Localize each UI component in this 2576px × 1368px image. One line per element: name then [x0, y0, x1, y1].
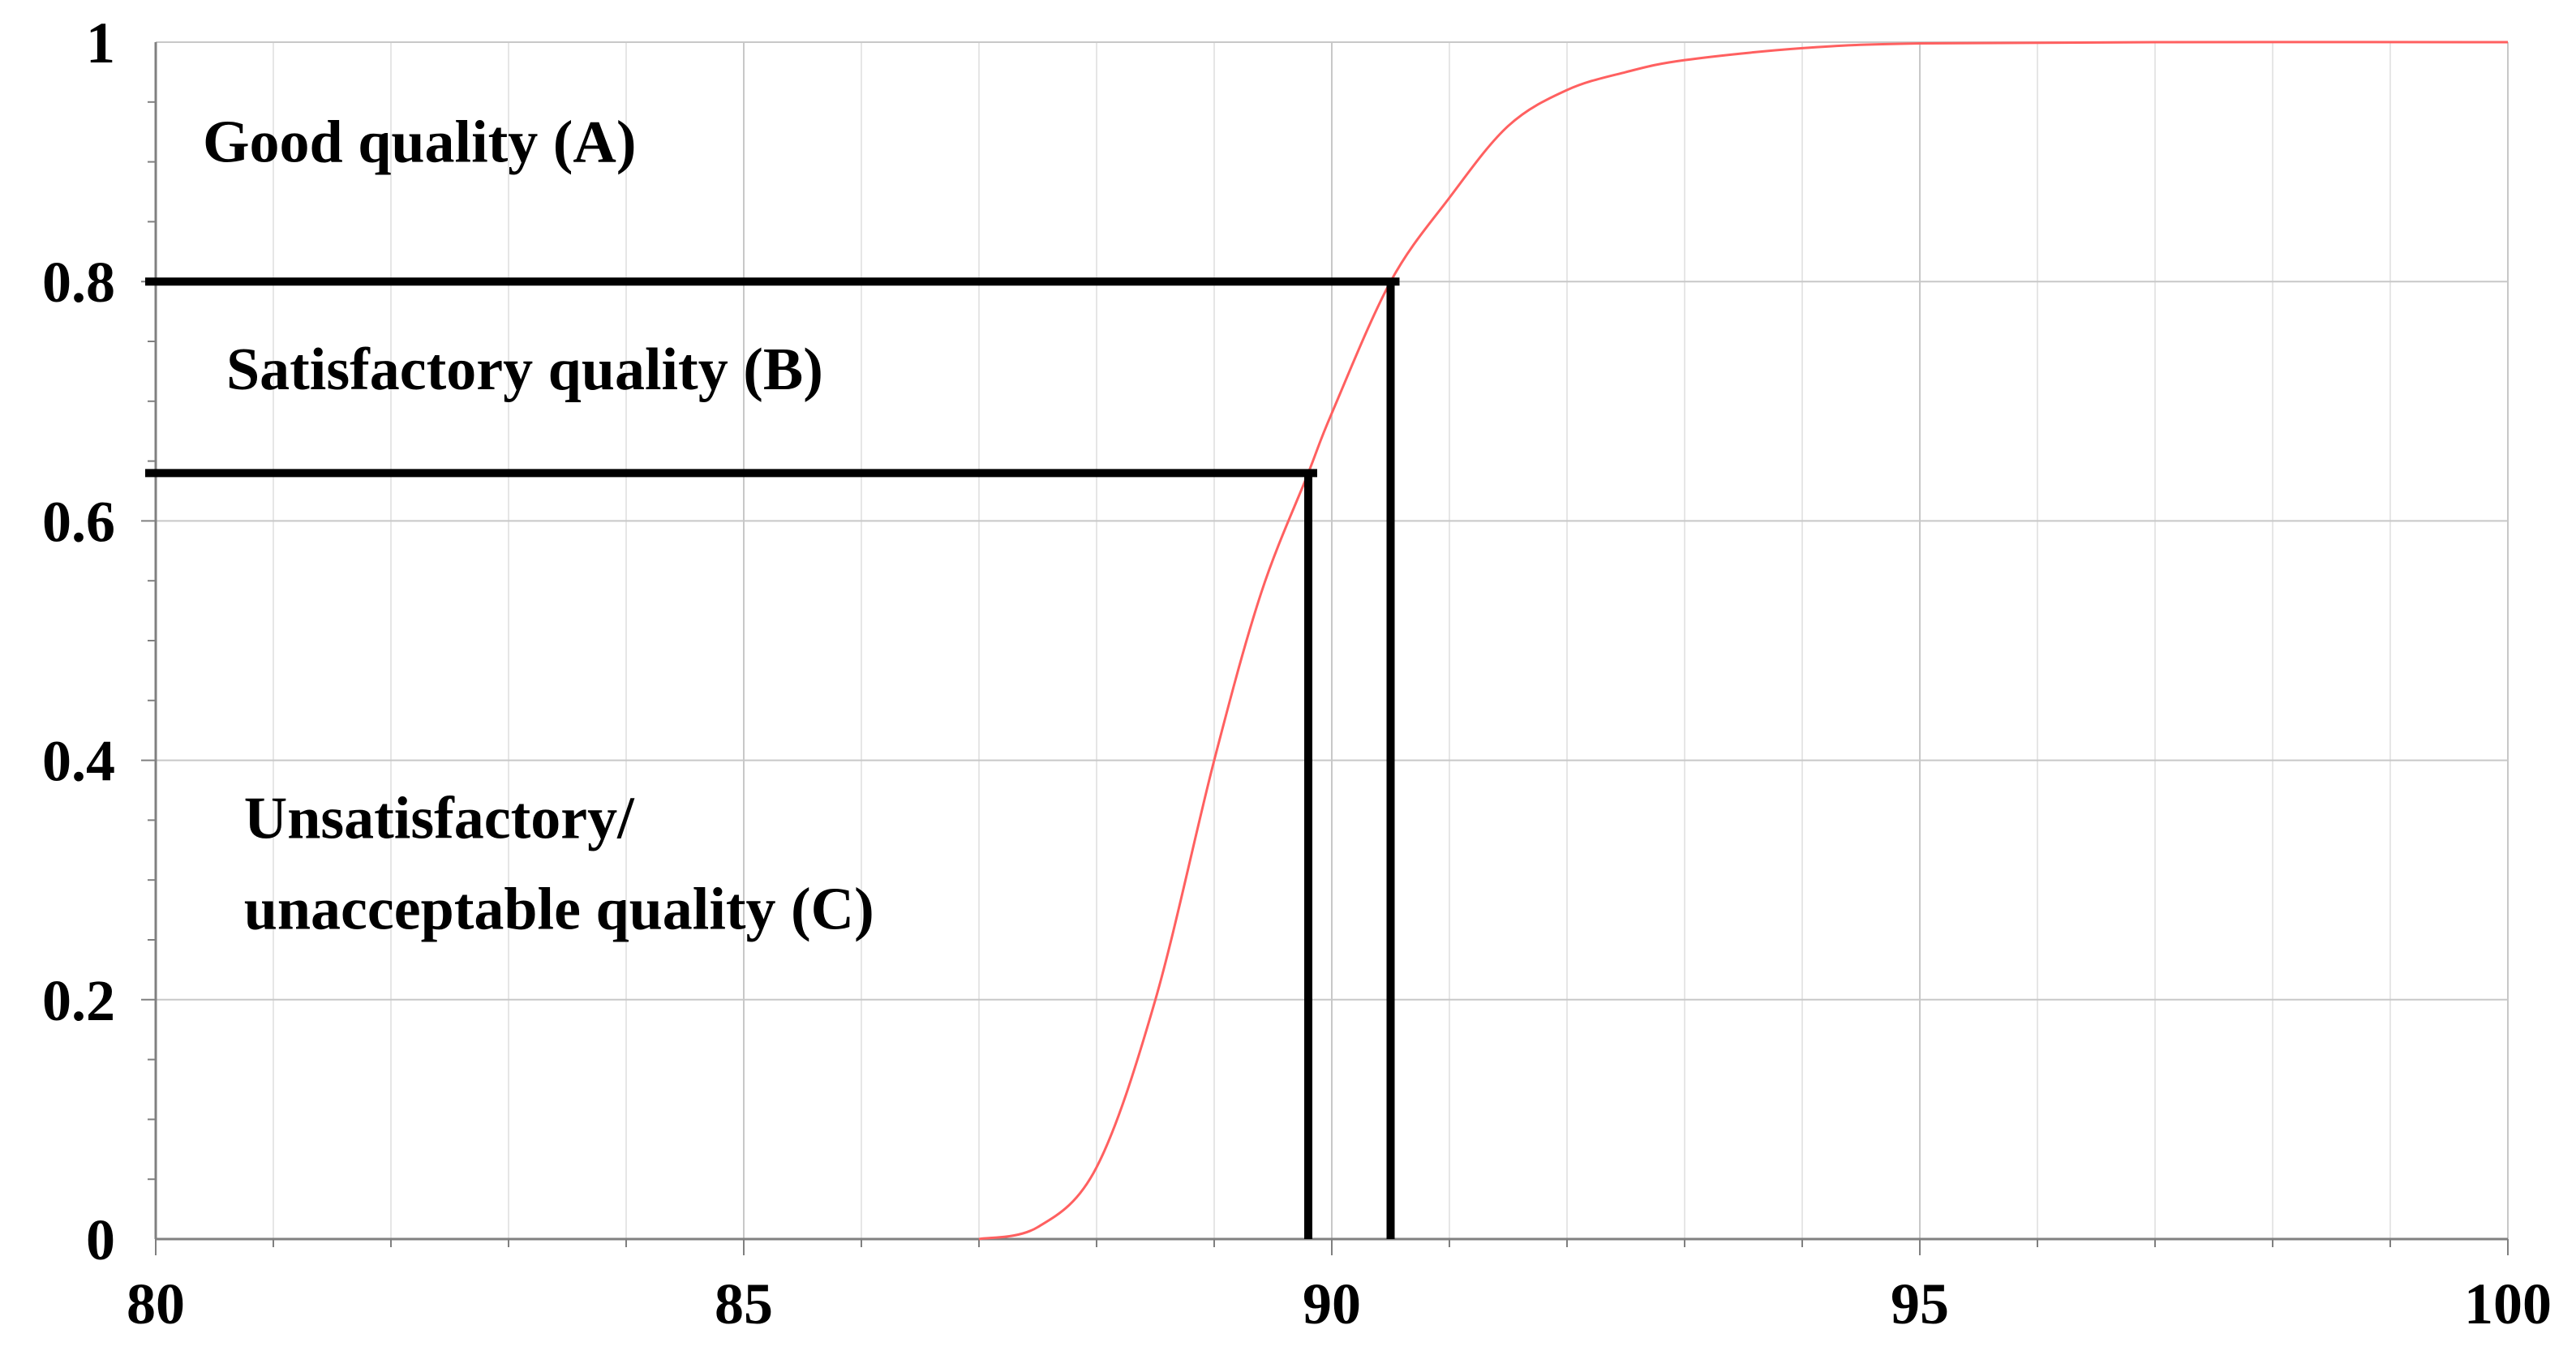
- series-layer: [978, 41, 2509, 1241]
- y-tick-label: 0.6: [42, 489, 115, 554]
- region-label: Good quality (A): [203, 109, 637, 176]
- region-label-line: Satisfactory quality (B): [226, 337, 823, 403]
- y-tick-label: 0: [86, 1207, 115, 1272]
- region-label-line: Good quality (A): [203, 109, 637, 176]
- distribution-curve: [978, 41, 2509, 1241]
- grid: [156, 41, 2509, 1239]
- x-tick-label: 90: [1303, 1272, 1361, 1336]
- y-tick-label: 0.8: [42, 250, 115, 315]
- axes: 0 0.2 0.4 0.6 0.8 1 80 85 90 95 100: [42, 11, 2552, 1336]
- x-tick-label: 80: [127, 1272, 185, 1336]
- threshold-lines: [145, 277, 1400, 1239]
- region-label: Satisfactory quality (B): [226, 337, 823, 403]
- x-tick-label: 95: [1891, 1272, 1949, 1336]
- x-tick-label: 85: [715, 1272, 773, 1336]
- region-label: Unsatisfactory/unacceptable quality (C): [244, 786, 874, 943]
- region-label-line: unacceptable quality (C): [244, 877, 874, 943]
- region-labels: Good quality (A) Satisfactory quality (B)…: [203, 109, 874, 943]
- region-label-line: Unsatisfactory/: [244, 786, 635, 852]
- x-tick-label: 100: [2464, 1272, 2552, 1336]
- y-tick-label: 1: [86, 11, 115, 75]
- y-tick-label: 0.2: [42, 968, 115, 1033]
- y-tick-label: 0.4: [42, 729, 115, 794]
